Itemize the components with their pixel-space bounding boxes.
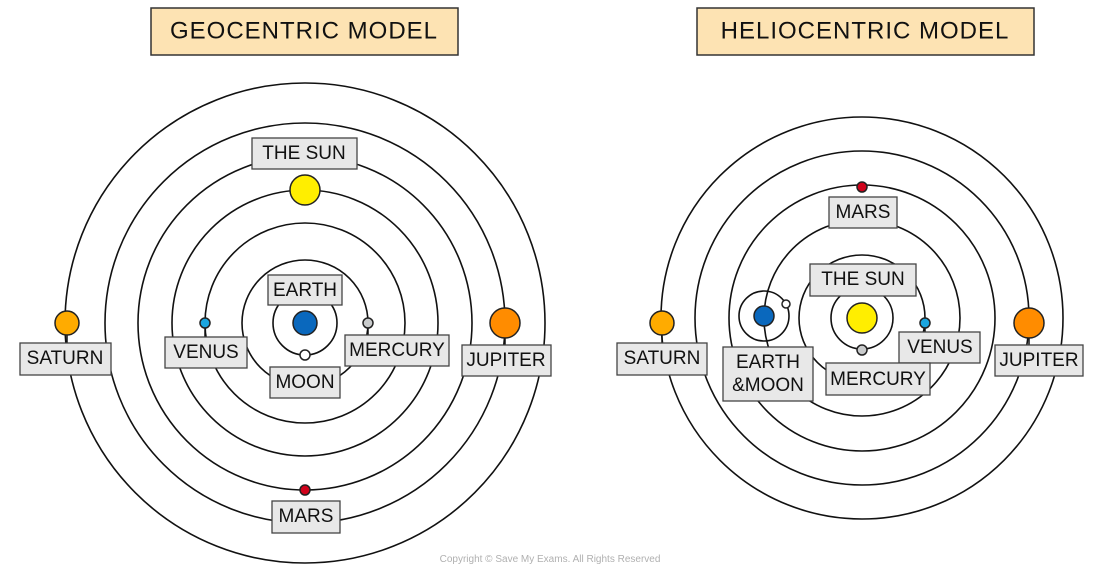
geo-label-saturn: SATURN [19, 342, 112, 376]
geo-label-earth: EARTH [267, 274, 343, 306]
geo-sun [289, 174, 321, 206]
svg-text:THE SUN: THE SUN [821, 269, 904, 290]
helio-mercury [856, 344, 868, 356]
svg-text:VENUS: VENUS [173, 342, 238, 363]
svg-text:THE SUN: THE SUN [262, 143, 345, 164]
helio-jupiter [1013, 307, 1045, 339]
svg-text:EARTH: EARTH [736, 352, 800, 373]
geo-label-moon: MOON [269, 366, 341, 399]
geo-label-jupiter: JUPITER [461, 344, 552, 377]
geo-mercury [362, 317, 374, 329]
geo-label-venus: VENUS [164, 336, 248, 369]
geocentric-model: GEOCENTRIC MODEL THE SUN EARTH VENUS MER… [19, 7, 552, 564]
svg-text:MARS: MARS [836, 202, 891, 223]
geo-jupiter [489, 307, 521, 339]
svg-text:SATURN: SATURN [624, 348, 701, 369]
copyright-text: Copyright © Save My Exams. All Rights Re… [440, 554, 661, 565]
svg-text:GEOCENTRIC MODEL: GEOCENTRIC MODEL [170, 17, 438, 44]
geo-moon [299, 349, 311, 361]
helio-earth [753, 305, 775, 327]
geo-earth [292, 310, 318, 336]
geo-saturn [54, 310, 80, 336]
geo-mars [299, 484, 311, 496]
svg-text:VENUS: VENUS [907, 337, 972, 358]
helio-moon [781, 299, 791, 309]
helio-venus [919, 317, 931, 329]
helio-sun [846, 302, 878, 334]
geo-venus [199, 317, 211, 329]
helio-label-mercury: MERCURY [825, 362, 931, 396]
helio-saturn [649, 310, 675, 336]
geo-label-sun: THE SUN [251, 137, 358, 170]
geo-label-mercury: MERCURY [344, 334, 450, 367]
svg-text:MARS: MARS [279, 506, 334, 527]
orbit-moon [738, 290, 790, 342]
svg-text:JUPITER: JUPITER [999, 350, 1078, 371]
helio-label-venus: VENUS [898, 331, 981, 364]
helio-label-earth-moon: EARTH &MOON [722, 346, 814, 402]
svg-text:MERCURY: MERCURY [830, 369, 926, 390]
geocentric-title: GEOCENTRIC MODEL [150, 7, 459, 56]
helio-mars [856, 181, 868, 193]
helio-label-mars: MARS [828, 196, 898, 229]
svg-text:SATURN: SATURN [27, 348, 104, 369]
svg-text:MERCURY: MERCURY [349, 340, 445, 361]
heliocentric-model: HELIOCENTRIC MODEL MARS THE SUN EARTH &M… [616, 7, 1084, 520]
svg-text:JUPITER: JUPITER [466, 350, 545, 371]
geo-label-mars: MARS [271, 500, 341, 534]
helio-label-saturn: SATURN [616, 342, 708, 376]
svg-text:HELIOCENTRIC MODEL: HELIOCENTRIC MODEL [721, 17, 1010, 44]
svg-text:&MOON: &MOON [732, 375, 804, 396]
svg-text:EARTH: EARTH [273, 280, 337, 301]
svg-text:MOON: MOON [275, 372, 334, 393]
helio-label-jupiter: JUPITER [994, 344, 1084, 377]
heliocentric-title: HELIOCENTRIC MODEL [696, 7, 1035, 56]
helio-label-sun: THE SUN [809, 263, 917, 297]
